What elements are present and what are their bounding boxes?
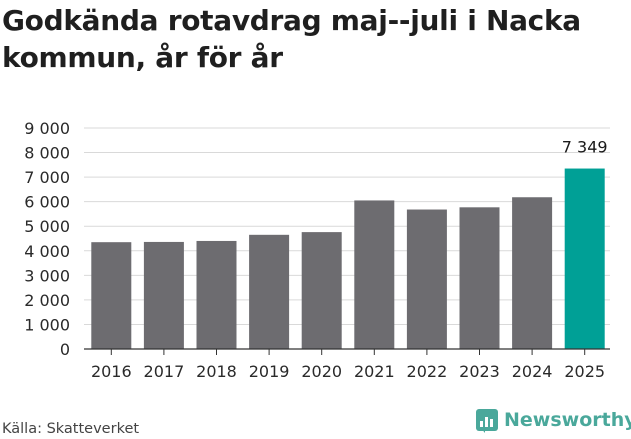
x-tick-label: 2019 bbox=[249, 362, 290, 381]
x-tick-label: 2024 bbox=[512, 362, 553, 381]
data-label: 7 349 bbox=[562, 138, 608, 157]
bar bbox=[354, 200, 395, 349]
y-tick-label: 6 000 bbox=[24, 193, 70, 212]
bar bbox=[196, 240, 237, 349]
x-tick-label: 2018 bbox=[196, 362, 237, 381]
bar bbox=[301, 232, 342, 349]
x-tick-label: 2020 bbox=[301, 362, 342, 381]
x-tick-label: 2022 bbox=[407, 362, 448, 381]
bar bbox=[459, 207, 500, 349]
y-tick-label: 0 bbox=[60, 340, 70, 359]
newsworthy-logo-icon bbox=[476, 409, 498, 433]
bar bbox=[564, 168, 605, 349]
bar bbox=[91, 242, 132, 349]
x-tick-label: 2016 bbox=[91, 362, 132, 381]
y-tick-label: 8 000 bbox=[24, 144, 70, 163]
bar bbox=[512, 197, 553, 349]
y-tick-label: 9 000 bbox=[24, 119, 70, 138]
y-tick-label: 3 000 bbox=[24, 266, 70, 285]
y-tick-label: 1 000 bbox=[24, 315, 70, 334]
brand: Newsworthy bbox=[476, 409, 631, 433]
bar bbox=[143, 241, 184, 349]
source-note: Källa: Skatteverket bbox=[2, 421, 140, 437]
y-tick-label: 4 000 bbox=[24, 242, 70, 261]
y-tick-label: 2 000 bbox=[24, 291, 70, 310]
bar bbox=[249, 234, 290, 349]
y-tick-label: 5 000 bbox=[24, 217, 70, 236]
bar bbox=[406, 209, 447, 349]
chart-title: Godkända rotavdrag maj--juli i Nacka kom… bbox=[2, 4, 581, 74]
x-tick-label: 2017 bbox=[144, 362, 185, 381]
brand-name: Newsworthy bbox=[504, 409, 631, 431]
x-tick-label: 2023 bbox=[459, 362, 500, 381]
y-tick-label: 7 000 bbox=[24, 168, 70, 187]
x-tick-label: 2021 bbox=[354, 362, 395, 381]
x-tick-label: 2025 bbox=[564, 362, 605, 381]
